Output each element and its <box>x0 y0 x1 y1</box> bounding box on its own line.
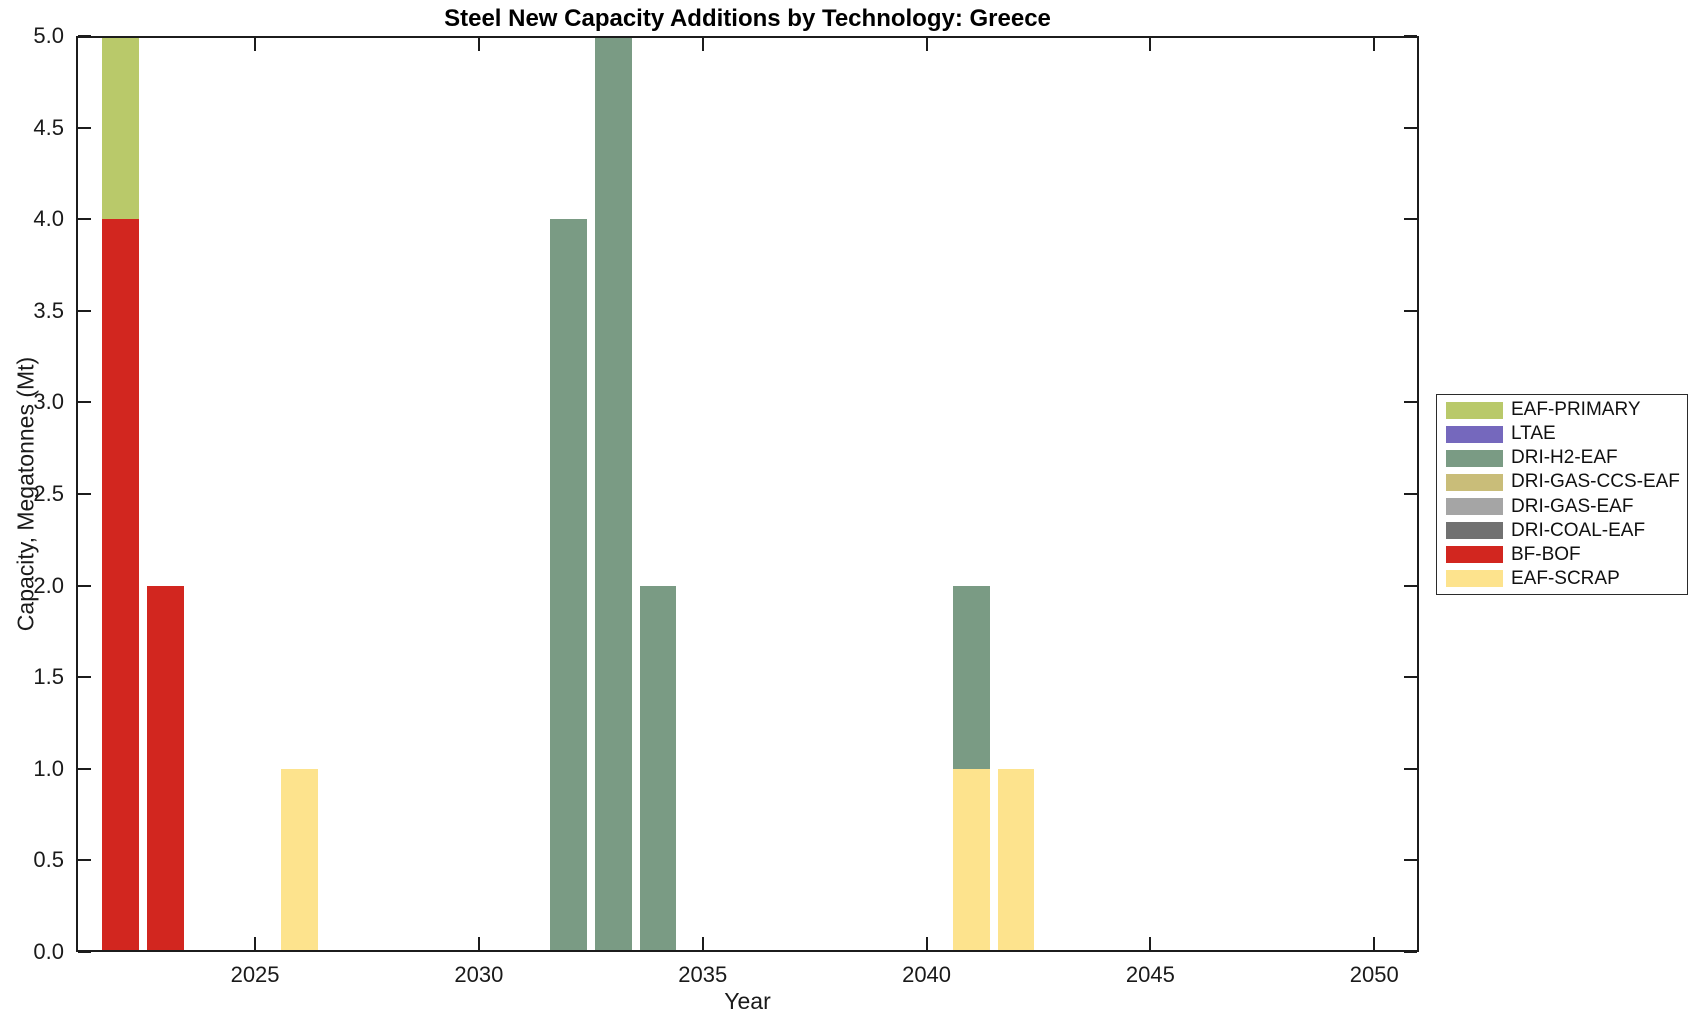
bar-segment-2034-dri-h2-eaf <box>639 585 677 952</box>
y-tick-mark <box>78 126 91 129</box>
x-tick-label: 2050 <box>1349 962 1399 987</box>
legend-row-bf-bof: BF-BOF <box>1437 543 1687 567</box>
y-tick-mark-right <box>1404 859 1417 862</box>
x-tick-label: 2045 <box>1125 962 1175 987</box>
y-tick-mark-right <box>1404 676 1417 679</box>
x-tick-mark <box>1149 937 1152 950</box>
y-tick-label: 1.5 <box>33 664 64 690</box>
plot-area <box>76 36 1419 952</box>
y-tick-label: 0.0 <box>33 939 64 964</box>
y-tick-label: 2.0 <box>33 572 64 598</box>
y-tick-label: 2.5 <box>33 481 64 506</box>
y-tick-mark-right <box>1404 584 1417 587</box>
y-tick-mark-right <box>1404 218 1417 221</box>
x-tick-mark-top <box>701 38 704 51</box>
y-tick-label: 0.5 <box>33 847 64 873</box>
legend-label: EAF-PRIMARY <box>1511 399 1641 421</box>
legend-label: DRI-COAL-EAF <box>1511 519 1646 541</box>
x-tick-mark <box>1373 937 1376 950</box>
y-axis-label: Capacity, Megatonnes (Mt) <box>12 356 39 632</box>
y-tick-mark <box>78 584 91 587</box>
bar-segment-2041-eaf-scrap <box>952 768 990 952</box>
legend: EAF-PRIMARY LTAE DRI-H2-EAF DRI-GAS-CCS-EAF… <box>1436 394 1688 595</box>
legend-swatch-ltae <box>1446 425 1503 443</box>
legend-row-ltae: LTAE <box>1437 422 1687 446</box>
y-tick-mark <box>78 401 91 404</box>
y-tick-mark-right <box>1404 767 1417 770</box>
legend-row-dri-gas-ccs-eaf: DRI-GAS-CCS-EAF <box>1437 470 1687 494</box>
y-tick-label: 1.0 <box>33 755 64 781</box>
bar-segment-2033-dri-h2-eaf <box>594 36 632 952</box>
y-tick-mark <box>78 951 91 953</box>
legend-label: DRI-H2-EAF <box>1511 447 1618 469</box>
x-tick-label: 2035 <box>678 962 728 987</box>
bar-segment-2022-eaf-primary <box>102 36 140 220</box>
y-tick-mark <box>78 309 91 312</box>
y-tick-mark <box>78 35 91 37</box>
legend-swatch-bf-bof <box>1446 546 1503 564</box>
x-tick-mark <box>254 937 257 950</box>
x-axis-label: Year <box>724 988 771 1014</box>
legend-row-eaf-scrap: EAF-SCRAP <box>1437 567 1687 591</box>
legend-swatch-dri-gas-eaf <box>1446 498 1503 516</box>
bar-segment-2023-bf-bof <box>147 585 184 952</box>
bar-segment-2041-dri-h2-eaf <box>952 585 990 769</box>
legend-swatch-eaf-primary <box>1446 401 1503 419</box>
x-tick-mark <box>925 937 928 950</box>
chart-title: Steel New Capacity Additions by Technolo… <box>444 5 1051 32</box>
y-tick-label: 4.5 <box>33 114 64 140</box>
legend-row-dri-coal-eaf: DRI-COAL-EAF <box>1437 519 1687 543</box>
legend-label: LTAE <box>1511 423 1556 445</box>
bar-segment-2032-dri-h2-eaf <box>550 219 587 952</box>
y-tick-label: 3.5 <box>33 297 64 323</box>
x-tick-label: 2025 <box>230 962 280 987</box>
legend-label: BF-BOF <box>1511 543 1581 565</box>
legend-label: EAF-SCRAP <box>1511 567 1620 589</box>
legend-label: DRI-GAS-EAF <box>1511 495 1634 517</box>
x-tick-mark-top <box>1149 38 1152 51</box>
y-tick-mark <box>78 767 91 770</box>
x-tick-mark-top <box>925 38 928 51</box>
y-tick-mark-right <box>1404 126 1417 129</box>
y-tick-label: 5.0 <box>33 23 64 48</box>
y-tick-mark <box>78 859 91 862</box>
y-tick-mark-right <box>1404 401 1417 404</box>
x-tick-mark-top <box>477 38 480 51</box>
y-tick-label: 4.0 <box>33 206 64 232</box>
legend-swatch-dri-gas-ccs-eaf <box>1446 473 1503 491</box>
y-tick-mark-right <box>1404 35 1417 37</box>
x-tick-mark <box>477 937 480 950</box>
legend-row-dri-gas-eaf: DRI-GAS-EAF <box>1437 495 1687 519</box>
legend-swatch-eaf-scrap <box>1446 570 1503 588</box>
legend-swatch-dri-h2-eaf <box>1446 449 1503 467</box>
y-tick-mark-right <box>1404 493 1417 495</box>
y-tick-mark-right <box>1404 951 1417 953</box>
x-tick-mark-top <box>254 38 257 51</box>
x-tick-label: 2030 <box>454 962 504 987</box>
x-tick-label: 2040 <box>902 962 952 987</box>
y-tick-mark <box>78 218 91 221</box>
y-tick-mark <box>78 493 91 495</box>
bar-segment-2042-eaf-scrap <box>997 768 1035 952</box>
y-tick-mark <box>78 676 91 679</box>
y-tick-mark-right <box>1404 309 1417 312</box>
legend-swatch-dri-coal-eaf <box>1446 522 1503 540</box>
bar-segment-2022-bf-bof <box>102 219 140 952</box>
legend-label: DRI-GAS-CCS-EAF <box>1511 471 1680 493</box>
y-tick-label: 3.0 <box>33 389 64 415</box>
bar-segment-2026-eaf-scrap <box>281 768 319 952</box>
legend-row-eaf-primary: EAF-PRIMARY <box>1437 398 1687 422</box>
x-tick-mark-top <box>1373 38 1376 51</box>
x-tick-mark <box>701 937 704 950</box>
legend-row-dri-h2-eaf: DRI-H2-EAF <box>1437 446 1687 470</box>
